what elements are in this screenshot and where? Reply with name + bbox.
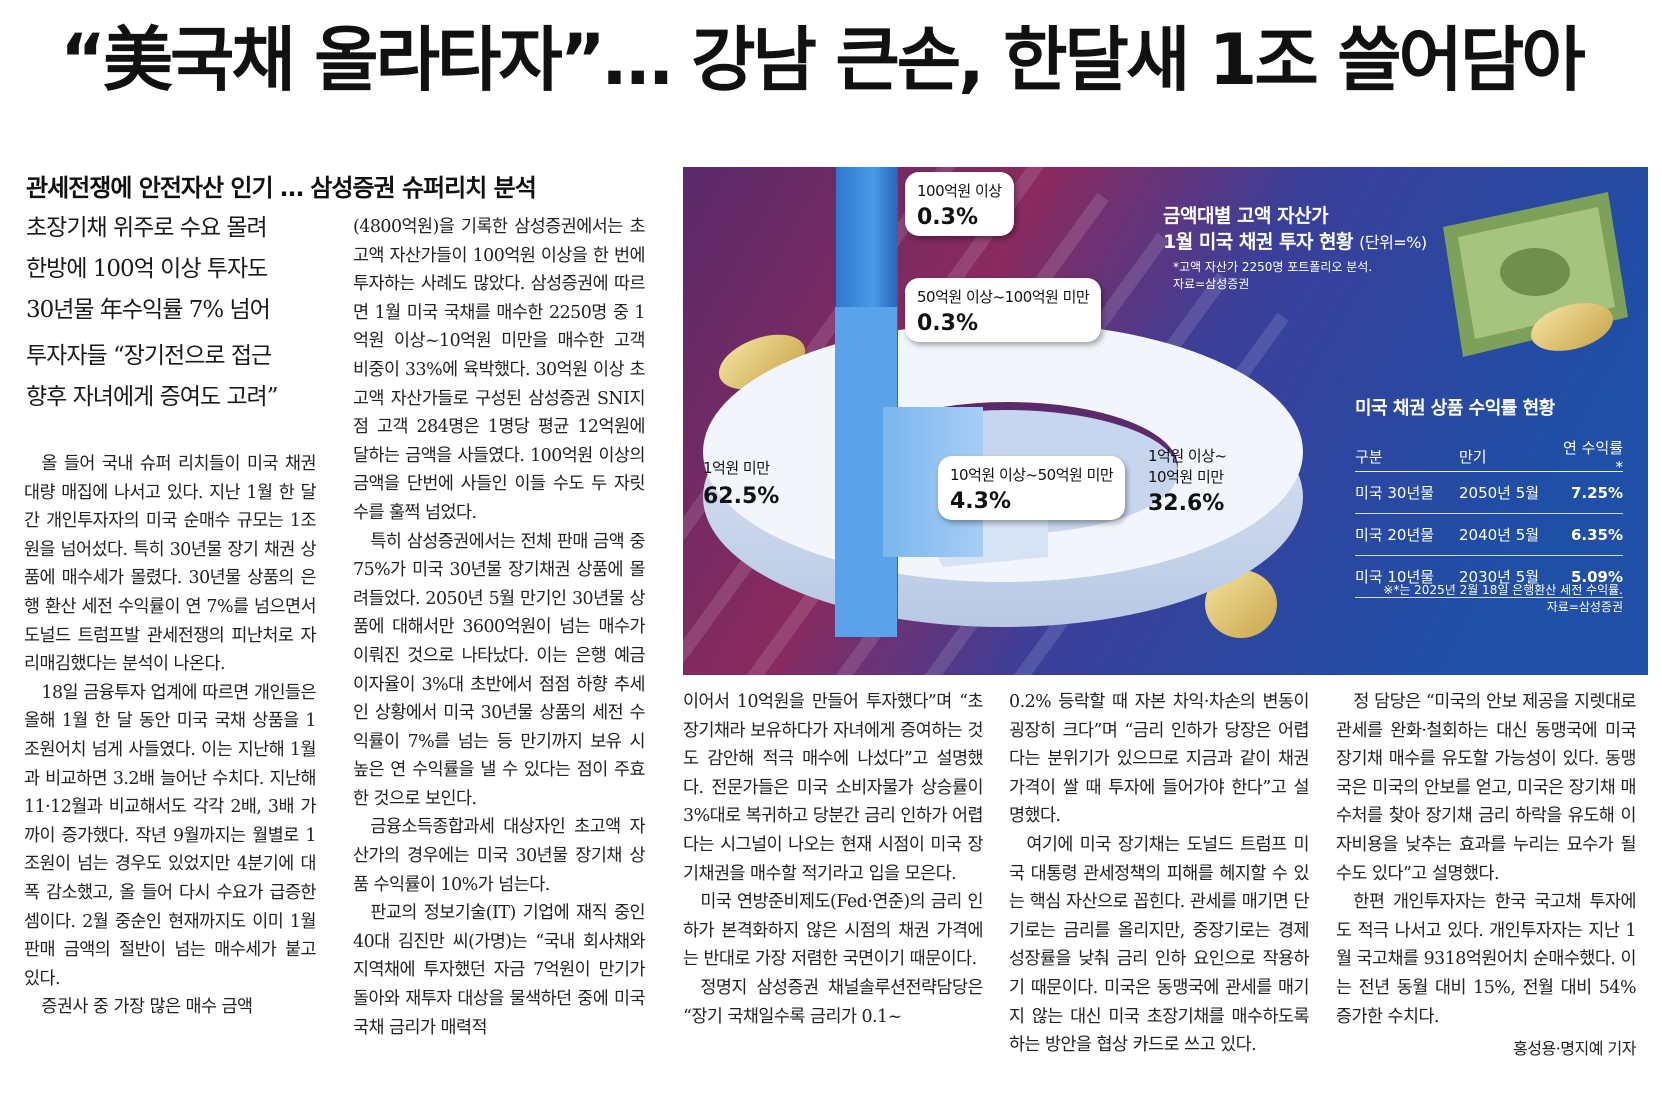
bubble-label: 100억원 이상 xyxy=(917,182,1002,200)
note-line: *고액 자산가 2250명 포트폴리오 분석. xyxy=(1173,260,1373,274)
bubble-100b-above: 100억원 이상 0.3% xyxy=(905,172,1014,236)
cell: 2030년 5월 xyxy=(1459,568,1540,586)
headline: “美국채 올라타자”… 강남 큰손, 한달새 1조 쓸어담아 xyxy=(60,19,1586,101)
deck-group-1: 초장기채 위주로 수요 몰려 한방에 100억 이상 투자도 30년물 年수익률… xyxy=(26,208,326,331)
paragraph: 18일 금융투자 업계에 따르면 개인들은 올해 1월 한 달 동안 미국 국채… xyxy=(24,682,317,989)
paragraph: 증권사 중 가장 많은 매수 금액 xyxy=(41,997,253,1018)
article-column-3: 이어서 10억원을 만들어 투자했다”며 “초장기채라 보유하다가 자녀에게 증… xyxy=(683,688,984,1031)
article-column-2: (4800억원)을 기록한 삼성증권에서는 초고액 자산가들이 100억원 이상… xyxy=(353,213,646,1042)
table-row: 미국 20년물 2040년 5월 6.35% xyxy=(1355,514,1623,556)
bubble-value: 62.5% xyxy=(703,484,780,509)
paragraph: 정 담당은 “미국의 안보 제공을 지렛대로 관세를 완화·철회하는 대신 동맹… xyxy=(1336,692,1637,884)
paragraph: 판교의 정보기술(IT) 기업에 재직 중인 40대 김진만 씨(가명)는 “국… xyxy=(353,903,646,1038)
infographic-note: *고액 자산가 2250명 포트폴리오 분석. 자료=삼성증권 xyxy=(1173,259,1372,293)
bar-segments xyxy=(835,167,983,637)
paragraph: 0.2% 등락할 때 자본 차익·차손의 변동이 굉장히 크다”며 “금리 인하… xyxy=(1009,692,1310,827)
bubble-value: 0.3% xyxy=(917,205,979,230)
deck-line: 30년물 年수익률 7% 넘어 xyxy=(26,297,271,323)
header-cell: 만기 xyxy=(1459,448,1487,466)
deck-line: 투자자들 “장기전으로 접근 xyxy=(26,343,272,369)
table-row: 미국 10년물 2030년 5월 5.09% xyxy=(1355,556,1623,598)
bubble-value: 32.6% xyxy=(1148,491,1225,516)
article-column-1: 올 들어 국내 슈퍼 리치들이 미국 채권 대량 매집에 나서고 있다. 지난 … xyxy=(24,450,317,1022)
cell: 미국 20년물 xyxy=(1355,526,1435,544)
bubble-label: 10억원 미만 xyxy=(1148,468,1224,486)
yield-note: ※*는 2025년 2월 18일 은행환산 세전 수익률. 자료=삼성증권 xyxy=(1283,582,1623,616)
note-line: 자료=삼성증권 xyxy=(1546,600,1623,614)
header-cell: 구분 xyxy=(1355,448,1383,466)
title-line: 금액대별 고액 자산가 xyxy=(1163,205,1329,227)
bubble-label: 10억원 이상~50억원 미만 xyxy=(950,466,1114,484)
header-cell: 연 수익률* xyxy=(1563,439,1623,476)
paragraph: 미국 연방준비제도(Fed·연준)의 금리 인하가 본격화하지 않은 시점의 채… xyxy=(683,892,984,970)
cell: 6.35% xyxy=(1570,525,1623,544)
paragraph: (4800억원)을 기록한 삼성증권에서는 초고액 자산가들이 100억원 이상… xyxy=(353,217,646,523)
deck-line: 한방에 100억 이상 투자도 xyxy=(26,256,268,282)
paragraph: 금융소득종합과세 대상자인 초고액 자산가의 경우에는 미국 30년물 장기채 … xyxy=(353,817,646,895)
bubble-label: 1억원 미만 xyxy=(703,459,770,477)
yield-table: 구분 만기 연 수익률* 미국 30년물 2050년 5월 7.25% 미국 2… xyxy=(1355,439,1623,598)
bubble-value: 4.3% xyxy=(950,489,1012,514)
note-line: ※*는 2025년 2월 18일 은행환산 세전 수익률. xyxy=(1383,583,1623,597)
deck-line: 초장기채 위주로 수요 몰려 xyxy=(26,215,268,241)
bubble-label: 50억원 이상~100억원 미만 xyxy=(917,288,1090,306)
byline: 홍성용·명지예 기자 xyxy=(1513,1039,1636,1059)
infographic-title: 금액대별 고액 자산가 1월 미국 채권 투자 현황 (단위=%) xyxy=(1163,203,1427,256)
bubble-value: 0.3% xyxy=(917,311,979,336)
cell: 미국 10년물 xyxy=(1355,568,1435,586)
table-row: 미국 30년물 2050년 5월 7.25% xyxy=(1355,472,1623,514)
cell: 미국 30년물 xyxy=(1355,484,1435,502)
bubble-10b-50b: 10억원 이상~50억원 미만 4.3% xyxy=(938,456,1126,520)
note-line: 자료=삼성증권 xyxy=(1173,277,1250,291)
title-line: 1월 미국 채권 투자 현황 xyxy=(1163,231,1354,253)
paragraph: 올 들어 국내 슈퍼 리치들이 미국 채권 대량 매집에 나서고 있다. 지난 … xyxy=(24,454,317,675)
article-column-5: 정 담당은 “미국의 안보 제공을 지렛대로 관세를 완화·철회하는 대신 동맹… xyxy=(1336,688,1637,1064)
label-1b-10b: 1억원 이상~ 10억원 미만 32.6% xyxy=(1148,445,1227,516)
cell: 5.09% xyxy=(1570,567,1623,586)
deck-group-2: 투자자들 “장기전으로 접근 향후 자녀에게 증여도 고려” xyxy=(26,336,326,418)
table-header-row: 구분 만기 연 수익률* xyxy=(1355,439,1623,476)
cell: 2050년 5월 xyxy=(1459,484,1540,502)
paragraph: 이어서 10억원을 만들어 투자했다”며 “초장기채라 보유하다가 자녀에게 증… xyxy=(683,692,984,884)
bubble-50b-100b: 50억원 이상~100억원 미만 0.3% xyxy=(905,278,1102,342)
yield-table-title: 미국 채권 상품 수익률 현황 xyxy=(1355,398,1555,419)
unit-label: (단위=%) xyxy=(1359,233,1427,252)
label-under-1b: 1억원 미만 62.5% xyxy=(703,457,779,509)
paragraph: 특히 삼성증권에서는 전체 판매 금액 중 75%가 미국 30년물 장기채권 … xyxy=(353,531,646,809)
coin-icon xyxy=(718,303,1613,638)
subhead: 관세전쟁에 안전자산 인기 … 삼성증권 슈퍼리치 분석 xyxy=(26,174,537,202)
cell: 2040년 5월 xyxy=(1459,526,1540,544)
infographic: 100억원 이상 0.3% 50억원 이상~100억원 미만 0.3% 10억원… xyxy=(683,167,1648,675)
bubble-label: 1억원 이상~ xyxy=(1148,447,1227,465)
paragraph: 한편 개인투자자는 한국 국고채 투자에도 적극 나서고 있다. 개인투자자는 … xyxy=(1336,892,1637,1027)
cell: 7.25% xyxy=(1570,483,1623,502)
deck-line: 향후 자녀에게 증여도 고려” xyxy=(26,384,278,410)
paragraph: 정명지 삼성증권 채널솔루션전략담당은 “장기 국채일수록 금리가 0.1~ xyxy=(683,977,984,1027)
paragraph: 여기에 미국 장기채는 도널드 트럼프 미국 대통령 관세정책의 피해를 헤지할… xyxy=(1009,834,1310,1056)
article-column-4: 0.2% 등락할 때 자본 차익·차손의 변동이 굉장히 크다”며 “금리 인하… xyxy=(1009,688,1310,1060)
